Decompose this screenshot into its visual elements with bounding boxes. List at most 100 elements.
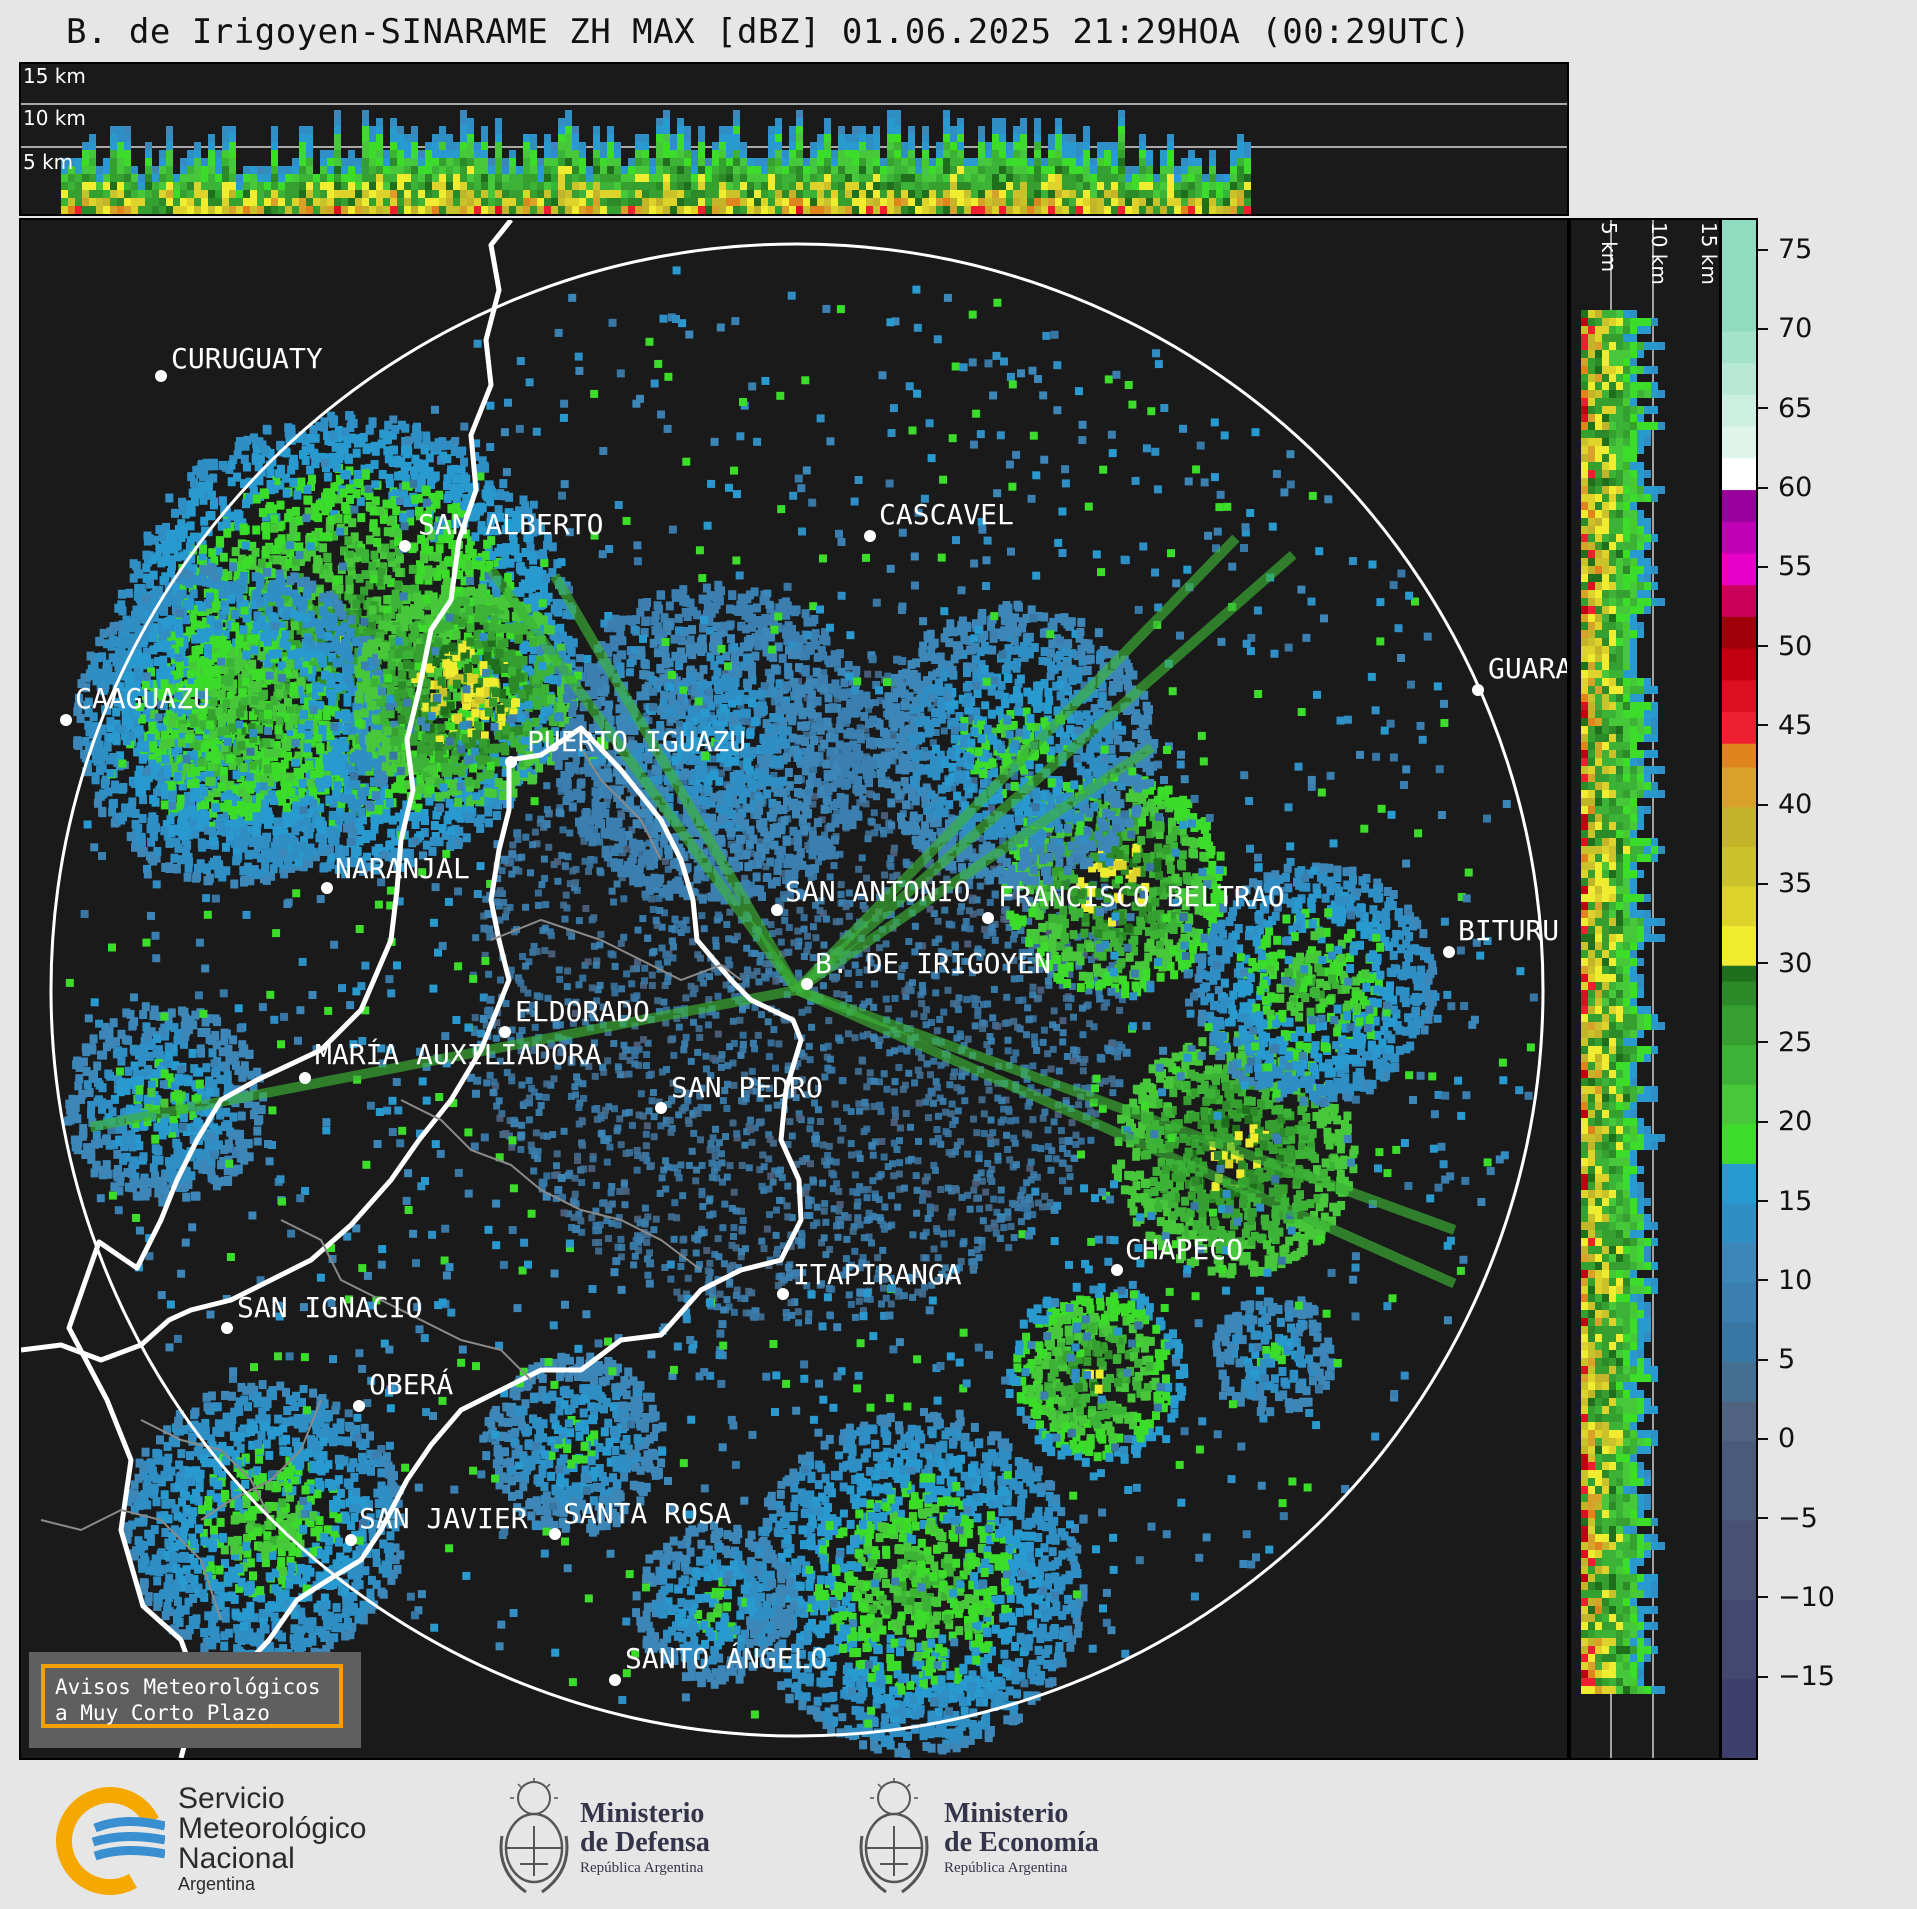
echo-cell <box>986 899 994 906</box>
profile-cell <box>859 126 866 134</box>
profile-cell <box>733 206 740 214</box>
profile-cell <box>432 206 439 214</box>
echo-cell <box>888 821 895 829</box>
profile-cell <box>411 206 418 214</box>
profile-cell <box>390 198 397 206</box>
echo-cell <box>650 1226 658 1234</box>
echo-cell <box>515 867 523 875</box>
echo-cell <box>729 1119 737 1127</box>
profile-cell <box>740 142 747 150</box>
profile-cell <box>880 190 887 198</box>
profile-cell <box>985 190 992 198</box>
profile-cell <box>124 134 131 142</box>
echo-cell <box>881 1203 889 1211</box>
echo-cell <box>566 880 574 888</box>
profile-cell <box>579 206 586 214</box>
echo-cell <box>968 1249 976 1257</box>
profile-cell <box>558 142 565 150</box>
echo-cell <box>790 939 798 947</box>
echo-cell <box>1018 953 1026 960</box>
echo-cell <box>604 1201 612 1209</box>
echo-cell <box>859 1032 867 1040</box>
echo-cell <box>712 1125 720 1133</box>
echo-cell <box>896 1124 904 1132</box>
profile-cell <box>1013 198 1020 206</box>
profile-cell <box>733 142 740 150</box>
profile-cell <box>817 206 824 214</box>
profile-cell <box>1244 206 1251 214</box>
profile-cell <box>166 198 173 206</box>
echo-cell <box>699 1203 707 1210</box>
echo-cell <box>1079 1067 1087 1075</box>
profile-cell <box>243 182 250 190</box>
echo-cell <box>953 1000 961 1008</box>
profile-cell <box>96 166 103 174</box>
echo-cell <box>1087 1136 1095 1144</box>
echo-cell <box>703 1247 711 1254</box>
echo-cell <box>970 994 978 1002</box>
echo-cell <box>597 1114 605 1122</box>
profile-cell <box>943 174 950 182</box>
echo-cell <box>525 813 533 821</box>
profile-cell <box>628 190 635 198</box>
echo-cell <box>839 1124 847 1132</box>
echo-cell <box>496 916 504 924</box>
echo-cell <box>634 958 641 966</box>
echo-cell <box>1004 1146 1012 1153</box>
profile-cell <box>873 126 880 134</box>
profile-cell <box>789 174 796 182</box>
profile-cell <box>61 166 68 174</box>
echo-cell <box>1080 951 1088 959</box>
echo-cell <box>996 1235 1004 1242</box>
profile-cell <box>1174 182 1181 190</box>
profile-cell <box>1090 198 1097 206</box>
profile-cell <box>1132 182 1139 190</box>
profile-cell <box>621 174 628 182</box>
echo-cell <box>614 1243 622 1251</box>
echo-cell <box>696 1261 703 1268</box>
echo-cell <box>749 971 757 979</box>
echo-cell <box>980 1130 988 1137</box>
profile-cell <box>999 166 1006 174</box>
echo-cell <box>630 1261 638 1269</box>
echo-cell <box>657 1122 665 1130</box>
echo-cell <box>528 1084 536 1092</box>
profile-cell <box>950 174 957 182</box>
profile-cell <box>719 150 726 158</box>
echo-cell <box>660 1166 668 1174</box>
profile-cell <box>523 182 530 190</box>
profile-cell <box>257 206 264 214</box>
profile-cell <box>1216 198 1223 206</box>
echo-cell <box>706 1259 714 1267</box>
profile-cell <box>971 190 978 198</box>
profile-cell <box>306 158 313 166</box>
profile-cell <box>124 190 131 198</box>
profile-cell <box>1230 182 1237 190</box>
profile-cell <box>250 182 257 190</box>
radar-map[interactable]: CURUGUATY SAN ALBERTO CASCAVEL GUARA CAA… <box>19 218 1569 1760</box>
profile-cell <box>495 166 502 174</box>
profile-cell <box>320 166 327 174</box>
profile-cell <box>1195 158 1202 166</box>
profile-cell <box>922 166 929 174</box>
echo-cell <box>871 829 879 837</box>
echo-cell <box>987 1140 995 1148</box>
profile-cell <box>334 166 341 174</box>
profile-cell <box>866 190 873 198</box>
profile-cell <box>1118 166 1125 174</box>
echo-cell <box>709 1210 717 1218</box>
profile-cell <box>201 206 208 214</box>
profile-cell <box>1223 190 1230 198</box>
echo-cell <box>860 1000 868 1008</box>
profile-cell <box>1062 174 1069 182</box>
echo-cell <box>453 692 461 702</box>
profile-cell <box>698 126 705 134</box>
profile-cell <box>530 134 537 142</box>
profile-cell <box>89 158 96 166</box>
profile-cell <box>768 142 775 150</box>
echo-cell <box>796 1114 804 1122</box>
profile-cell <box>1146 166 1153 174</box>
echo-cell <box>125 588 134 598</box>
profile-cell <box>1083 190 1090 198</box>
echo-cell <box>1040 1069 1048 1076</box>
